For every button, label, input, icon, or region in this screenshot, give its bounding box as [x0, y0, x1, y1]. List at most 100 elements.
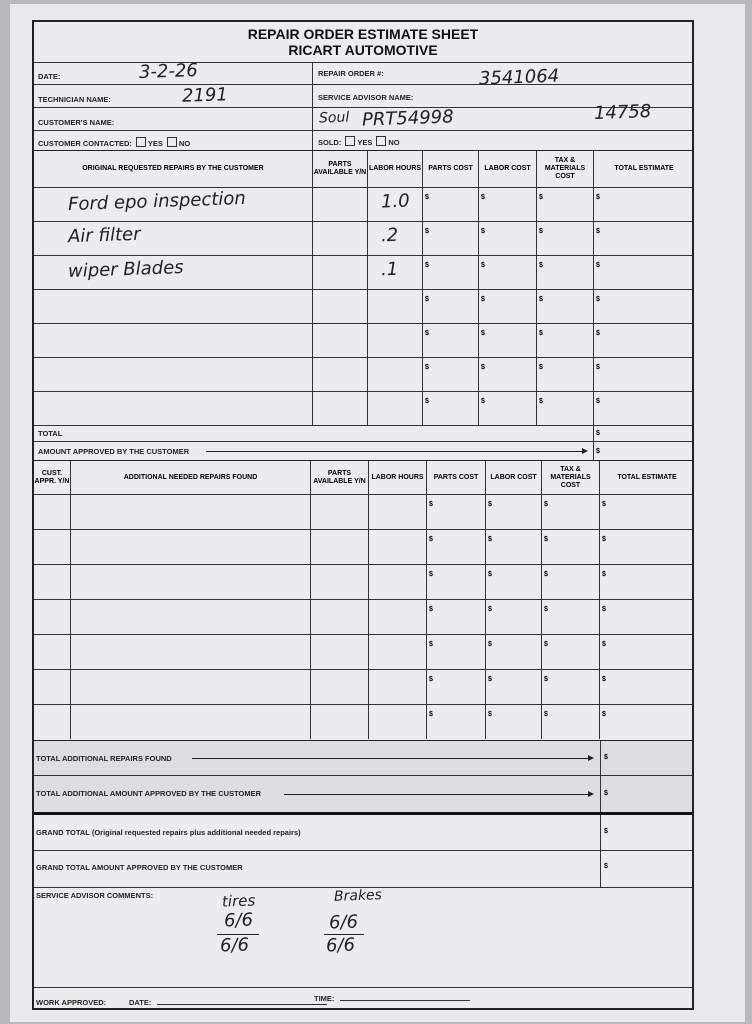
- column-header: LABOR HOURS: [367, 151, 422, 187]
- column-header: TAX & MATERIALS COST: [541, 461, 599, 494]
- cell-divider: [310, 495, 311, 529]
- brakes-value-top: 6/6: [328, 911, 359, 934]
- cell-divider: [422, 256, 423, 289]
- table-row: Air filter .2 $ $ $ $: [34, 221, 692, 255]
- cell-divider: [593, 392, 594, 425]
- currency: $: [602, 641, 606, 648]
- currency: $: [596, 228, 600, 235]
- sold-label: SOLD:: [318, 138, 342, 147]
- technician-label: TECHNICIAN NAME:: [38, 95, 111, 104]
- cell-divider: [478, 188, 479, 221]
- cell-divider: [426, 635, 427, 669]
- work-approved-row: WORK APPROVED: DATE: TIME:: [34, 987, 692, 1010]
- approved-date[interactable]: DATE:: [129, 998, 328, 1007]
- cell-divider: [541, 705, 542, 739]
- date-value[interactable]: 3-2-26: [138, 59, 199, 84]
- no-label: NO: [178, 139, 191, 148]
- labor-hours[interactable]: 1.0: [380, 190, 410, 213]
- cell-divider: [312, 358, 313, 391]
- cell-divider: [599, 495, 600, 529]
- cell-divider: [485, 565, 486, 599]
- cell-divider: [485, 600, 486, 634]
- sold-yes-checkbox[interactable]: [345, 136, 356, 146]
- column-header: PARTS COST: [422, 151, 478, 187]
- labor-hours[interactable]: .2: [380, 224, 399, 247]
- tires-label: tires: [221, 891, 256, 911]
- cell-divider: [310, 530, 311, 564]
- cell-divider: [368, 530, 369, 564]
- company-name: RICART AUTOMOTIVE: [288, 42, 438, 58]
- cell-divider: [426, 530, 427, 564]
- grand-total-approved-row: GRAND TOTAL AMOUNT APPROVED BY THE CUSTO…: [34, 850, 692, 887]
- cell-divider: [536, 256, 537, 289]
- cell-divider: [422, 290, 423, 323]
- cell-divider: [593, 358, 594, 391]
- contacted-yes-checkbox[interactable]: [135, 137, 146, 147]
- currency: $: [602, 606, 606, 613]
- cell-divider: [310, 565, 311, 599]
- cell-divider: [426, 600, 427, 634]
- customer-contacted: CUSTOMER CONTACTED: YES NO: [38, 137, 190, 148]
- currency: $: [539, 262, 543, 269]
- table-row: $ $ $ $: [34, 704, 692, 739]
- currency: $: [602, 536, 606, 543]
- brakes-value-bottom: 6/6: [325, 934, 356, 957]
- table-row: $ $ $ $: [34, 599, 692, 634]
- cell-divider: [485, 530, 486, 564]
- title: REPAIR ORDER ESTIMATE SHEET: [247, 26, 479, 42]
- cell-divider: [541, 495, 542, 529]
- currency: $: [539, 364, 543, 371]
- cell-divider: [310, 635, 311, 669]
- currency: $: [425, 228, 429, 235]
- comments-label: SERVICE ADVISOR COMMENTS:: [36, 891, 154, 900]
- tires-value-bottom: 6/6: [219, 934, 250, 957]
- total-additional-label: TOTAL ADDITIONAL REPAIRS FOUND: [36, 754, 172, 763]
- date-label: DATE:: [38, 72, 61, 81]
- repair-description[interactable]: Ford epo inspection: [67, 187, 247, 216]
- cell-divider: [485, 670, 486, 704]
- table-row: $ $ $ $: [34, 529, 692, 564]
- table2-header: CUST. APPR. Y/N ADDITIONAL NEEDED REPAIRS…: [34, 460, 692, 494]
- vehicle-value[interactable]: Soul: [318, 109, 350, 127]
- currency: $: [596, 398, 600, 405]
- repair-description[interactable]: wiper Blades: [67, 256, 184, 283]
- labor-hours[interactable]: .1: [380, 258, 399, 281]
- currency: $: [596, 364, 600, 371]
- table-row: $ $ $ $: [34, 634, 692, 669]
- cell-divider: [541, 565, 542, 599]
- work-approved-label: WORK APPROVED:: [36, 998, 107, 1007]
- form-title: REPAIR ORDER ESTIMATE SHEET RICART AUTOM…: [34, 26, 692, 58]
- contacted-no-checkbox[interactable]: [166, 137, 177, 147]
- stock-value[interactable]: PRT54998: [361, 106, 454, 131]
- cell-divider: [367, 222, 368, 255]
- currency: $: [488, 676, 492, 683]
- currency: $: [539, 398, 543, 405]
- cell-divider: [368, 495, 369, 529]
- cell-divider: [312, 290, 313, 323]
- currency: $: [544, 536, 548, 543]
- customer-label: CUSTOMER'S NAME:: [38, 118, 115, 127]
- yes-label: YES: [357, 138, 373, 147]
- grand-total-label: GRAND TOTAL (Original requested repairs …: [36, 828, 301, 837]
- currency: $: [596, 194, 600, 201]
- table-row: $ $ $ $: [34, 669, 692, 704]
- cell-divider: [478, 392, 479, 425]
- column-header: TOTAL ESTIMATE: [593, 151, 694, 187]
- currency: $: [488, 641, 492, 648]
- technician-value[interactable]: 2191: [181, 84, 229, 107]
- sold-no-checkbox[interactable]: [376, 136, 387, 146]
- cell-divider: [368, 600, 369, 634]
- extra-number[interactable]: 14758: [593, 101, 652, 124]
- yes-label: YES: [147, 139, 163, 148]
- approved-time[interactable]: TIME:: [314, 994, 471, 1003]
- cell-divider: [368, 565, 369, 599]
- cell-divider: [478, 358, 479, 391]
- currency: $: [604, 828, 608, 835]
- comments-section: SERVICE ADVISOR COMMENTS: tires 6/6 6/6 …: [34, 887, 692, 987]
- currency: $: [544, 676, 548, 683]
- repair-description[interactable]: Air filter: [67, 223, 141, 248]
- currency: $: [539, 296, 543, 303]
- cell-divider: [541, 670, 542, 704]
- cell-divider: [599, 635, 600, 669]
- currency: $: [429, 641, 433, 648]
